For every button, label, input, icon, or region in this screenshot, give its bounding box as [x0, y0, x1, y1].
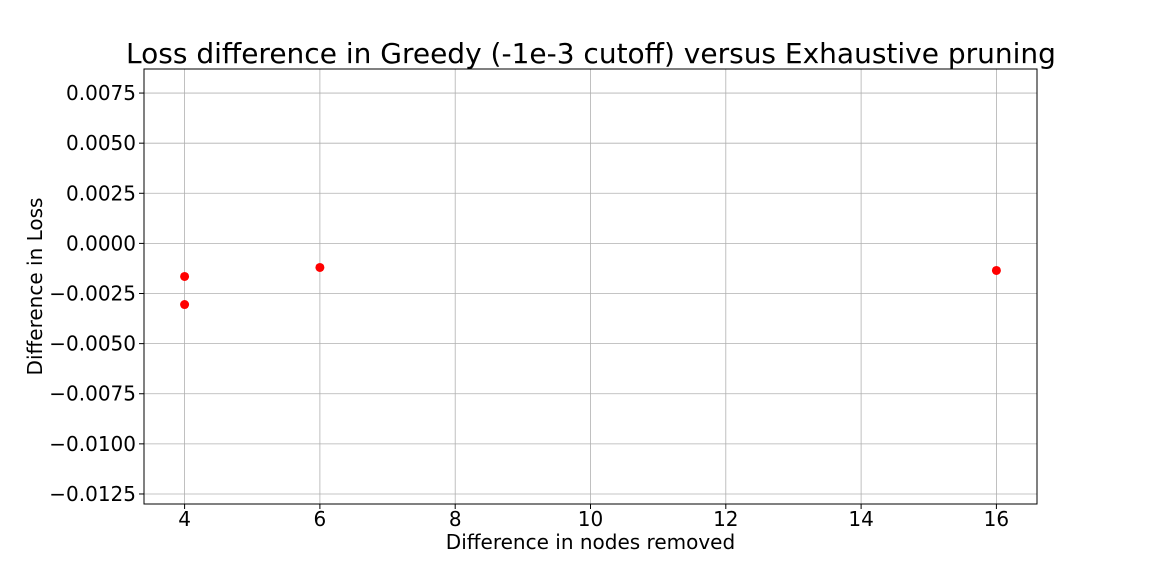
x-axis-label: Difference in nodes removed — [446, 530, 735, 554]
x-tick-label: 6 — [314, 507, 327, 531]
x-tick-label: 14 — [848, 507, 873, 531]
data-point — [991, 265, 1001, 275]
x-tick-label: 8 — [449, 507, 462, 531]
y-tick-label: −0.0050 — [49, 332, 136, 356]
y-tick-label: 0.0075 — [66, 81, 136, 105]
x-tick-label: 12 — [713, 507, 738, 531]
data-point — [180, 271, 190, 281]
y-tick-label: −0.0025 — [49, 282, 136, 306]
y-tick-label: 0.0025 — [66, 181, 136, 205]
y-tick-label: −0.0075 — [49, 382, 136, 406]
grid — [144, 69, 1037, 504]
data-point — [315, 262, 325, 272]
data-points — [180, 262, 1001, 310]
y-tick-label: 0.0050 — [66, 131, 136, 155]
x-tick-label: 10 — [578, 507, 603, 531]
y-tick-label: −0.0125 — [49, 482, 136, 506]
data-point — [180, 300, 190, 310]
y-tick-label: 0.0000 — [66, 231, 136, 255]
x-tick-label: 4 — [178, 507, 191, 531]
x-tick-label: 16 — [984, 507, 1009, 531]
y-axis-label: Difference in Loss — [23, 198, 47, 376]
axis-ticks: 4 6 8 10 12 14 16 0.0075 0.0050 0.0025 0.0000 −0.00… — [49, 81, 1009, 531]
y-tick-label: −0.0100 — [49, 432, 136, 456]
chart-title: Loss difference in Greedy (-1e-3 cutoff)… — [126, 37, 1056, 70]
